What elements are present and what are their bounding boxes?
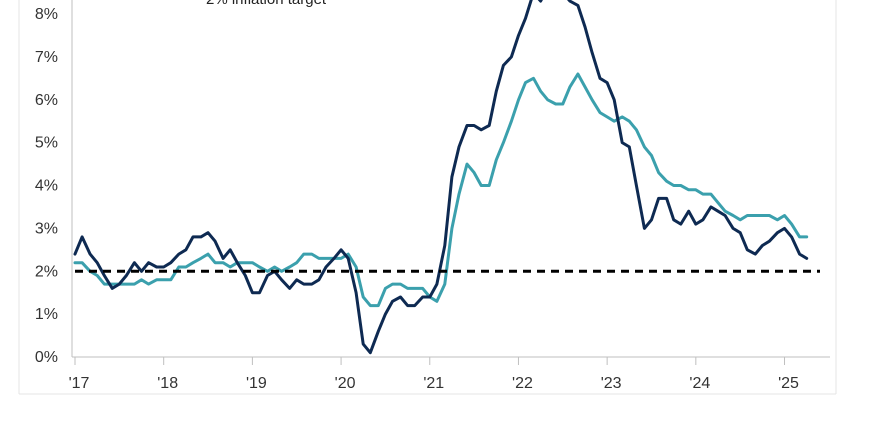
y-tick-label: 7% [35,49,58,66]
series-line-core [73,72,809,308]
x-tick-label: '17 [69,375,90,392]
y-tick-label: 6% [35,92,58,109]
y-tick-label: 1% [35,306,58,323]
x-tick-label: '22 [512,375,533,392]
inflation-target-annotation: 2% inflation target [206,0,327,8]
y-tick-label: 8% [35,6,58,23]
x-tick-label: '23 [601,375,622,392]
y-tick-label: 3% [35,220,58,237]
y-tick-label: 0% [35,349,58,366]
y-tick-label: 4% [35,178,58,195]
series-line-headline [73,0,809,355]
x-tick-label: '20 [335,375,356,392]
y-tick-label: 5% [35,135,58,152]
y-tick-label: 2% [35,263,58,280]
x-tick-label: '18 [157,375,178,392]
x-tick-label: '19 [246,375,267,392]
x-tick-label: '24 [689,375,710,392]
x-tick-label: '21 [423,375,444,392]
x-tick-label: '25 [778,375,799,392]
